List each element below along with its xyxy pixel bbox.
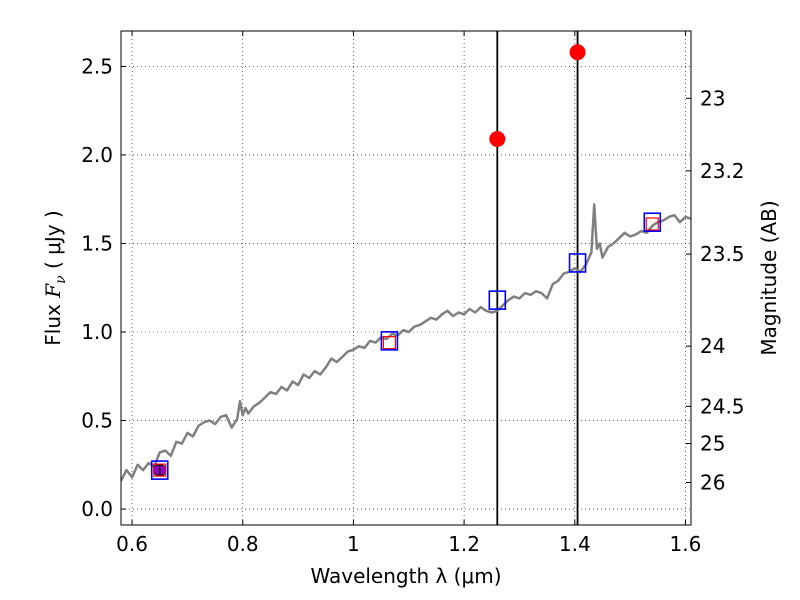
vertical-lines (496, 31, 579, 525)
y-axis-title-prefix: Flux (41, 298, 65, 346)
x-axis-title: Wavelength λ (μm) (310, 564, 501, 588)
y2-tick-label: 23.2 (700, 159, 745, 183)
y-tick-labels: 0.0 0.5 1.0 1.5 2.0 2.5 (81, 54, 113, 521)
y2-tick-label: 23 (700, 86, 725, 110)
measured-photometry-square (382, 336, 396, 350)
y-tick-label: 0.5 (81, 409, 113, 433)
x-tick-labels: 0.6 0.8 1 1.2 1.4 1.6 (116, 532, 701, 556)
upper-limit-point (569, 44, 586, 61)
measured-photometry-square (153, 463, 167, 477)
y2-tick-label: 23.5 (700, 242, 745, 266)
y-tick-label: 0.0 (81, 497, 113, 521)
model-photometry-square (380, 331, 399, 351)
y-axis-title-symbol: F (41, 283, 65, 299)
x-tick-label: 1.6 (670, 532, 702, 556)
y-tick-label: 1.5 (81, 231, 113, 255)
y-axis-title: Flux Fν ( μJy ) (41, 210, 69, 345)
y2-axis-title: Magnitude (AB) (757, 200, 781, 355)
y-axis-title-subscript: ν (53, 275, 69, 284)
x-tick-label: 0.8 (227, 532, 259, 556)
model-photometry-square (488, 290, 507, 310)
model-spectrum-line (121, 203, 691, 482)
x-tick-label: 1.4 (559, 532, 591, 556)
x-tick-label: 0.6 (116, 532, 148, 556)
y2-tick-label: 25 (700, 432, 725, 456)
y-tick-label: 2.5 (81, 54, 113, 78)
y2-tick-labels: 23 23.2 23.5 24 24.5 25 26 (700, 86, 745, 494)
model-photometry-square (568, 253, 587, 273)
y2-tick-label: 26 (700, 471, 725, 495)
x-tick-label: 1.2 (448, 532, 480, 556)
data-markers (150, 44, 662, 480)
x-tick-label: 1 (347, 532, 360, 556)
measured-photometry-square (645, 217, 659, 231)
y2-tick-label: 24 (700, 334, 725, 358)
y-tick-label: 2.0 (81, 143, 113, 167)
axis-ticks (121, 31, 691, 525)
y2-tick-label: 24.5 (700, 394, 745, 418)
model-photometry-square (643, 212, 662, 233)
y-tick-label: 1.0 (81, 320, 113, 344)
upper-limit-point (489, 131, 506, 148)
model-photometry-square (150, 460, 169, 480)
y-axis-title-suffix: ( μJy ) (41, 210, 65, 275)
plot-frame (120, 30, 692, 526)
